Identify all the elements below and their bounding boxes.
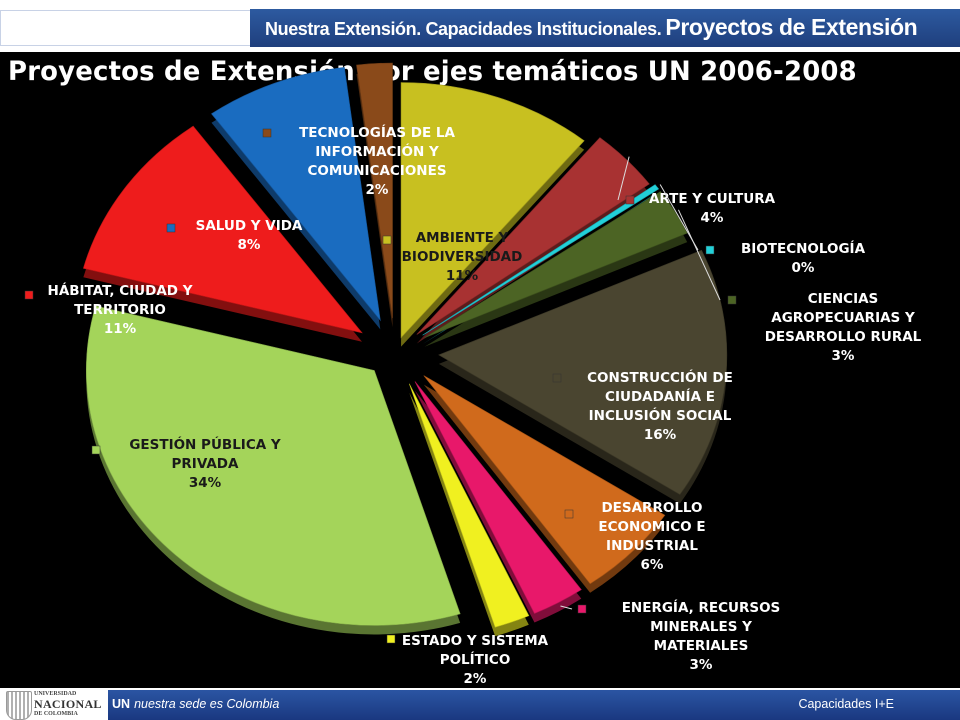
pie-chart: AMBIENTE Y BIODIVERSIDAD 11% ARTE Y CULTURA… <box>24 62 922 687</box>
slice-label: POLÍTICO <box>440 651 511 668</box>
slice-value-label: 3% <box>690 657 713 673</box>
pie-slice <box>424 191 688 339</box>
slice-label: INCLUSIÓN SOCIAL <box>589 406 732 424</box>
slice-label: TERRITORIO <box>74 302 166 318</box>
slice-label: AMBIENTE Y <box>416 230 509 246</box>
slice-value-label: 4% <box>701 210 724 226</box>
pie-slice <box>400 82 585 339</box>
pie-slice <box>356 62 393 319</box>
slice-label: ECONOMICO E <box>598 519 705 535</box>
slice-label: CIUDADANÍA E <box>605 388 715 405</box>
slice-value-label: 6% <box>641 557 664 573</box>
pie-labels: AMBIENTE Y BIODIVERSIDAD 11% ARTE Y CULTURA… <box>24 124 922 687</box>
pie-slice <box>416 137 650 335</box>
legend-marker <box>625 195 635 205</box>
slide-header: Nuestra Extensión. Capacidades Instituci… <box>0 0 960 52</box>
leader-line <box>617 156 630 201</box>
slice-value-label: 0% <box>792 260 815 276</box>
pie-slice <box>82 125 363 334</box>
legend-marker <box>166 223 176 233</box>
pie-slice <box>438 249 728 495</box>
logo-line-3: DE COLOMBIA <box>34 711 78 717</box>
logo-line-1: UNIVERSIDAD <box>34 691 77 697</box>
footer-bar <box>108 690 960 720</box>
legend-marker <box>727 295 737 305</box>
slice-label: CIENCIAS <box>808 291 879 307</box>
slice-label: AGROPECUARIAS Y <box>771 310 915 326</box>
pie-slice <box>414 381 582 614</box>
slice-value-label: 11% <box>104 321 137 337</box>
pie-slice <box>422 184 660 336</box>
slice-label: CONSTRUCCIÓN DE <box>587 368 733 386</box>
legend-marker <box>577 604 587 614</box>
slice-label: ENERGÍA, RECURSOS <box>622 599 781 616</box>
slide-title-topic: Proyectos de Extensión <box>665 14 918 40</box>
slice-value-label: 2% <box>366 182 389 198</box>
slide-title: Nuestra Extensión. Capacidades Instituci… <box>265 14 918 41</box>
slice-label: ARTE Y CULTURA <box>649 191 776 207</box>
slice-label: MATERIALES <box>654 638 749 654</box>
pie-slice <box>86 305 461 626</box>
pie-slices <box>82 62 728 628</box>
slide-footer: UNIVERSIDAD NACIONAL DE COLOMBIA UN nuest… <box>0 688 960 720</box>
slice-label: GESTIÓN PÚBLICA Y <box>129 435 281 453</box>
slice-label: TECNOLOGÍAS DE LA <box>299 124 455 141</box>
slice-label: PRIVADA <box>172 456 239 472</box>
chart-panel: Proyectos de Extensión por ejes temático… <box>0 52 960 688</box>
legend-marker <box>24 290 34 300</box>
footer-tagline: UN nuestra sede es Colombia <box>112 697 279 711</box>
slice-label: BIOTECNOLOGÍA <box>741 240 866 257</box>
legend-marker <box>705 245 715 255</box>
pie-slice <box>409 383 530 628</box>
slice-label: DESARROLLO <box>601 500 702 516</box>
slice-value-label: 34% <box>189 475 222 491</box>
footer-brand: UN <box>112 697 131 711</box>
slice-value-label: 16% <box>644 427 677 443</box>
slice-label: ESTADO Y SISTEMA <box>402 633 549 649</box>
slice-label: BIODIVERSIDAD <box>402 249 523 265</box>
leader-line <box>560 605 573 610</box>
university-logo: UNIVERSIDAD NACIONAL DE COLOMBIA <box>0 690 106 720</box>
legend-marker <box>386 634 396 644</box>
crest-icon <box>6 691 32 720</box>
legend-marker <box>382 235 392 245</box>
legend-marker <box>552 373 562 383</box>
header-frame-line <box>0 10 250 46</box>
logo-line-2: NACIONAL <box>34 697 102 711</box>
slice-label: HÁBITAT, CIUDAD Y <box>48 282 193 299</box>
slice-label: COMUNICACIONES <box>307 163 446 179</box>
slice-value-label: 2% <box>464 671 487 687</box>
slice-label: MINERALES Y <box>650 619 752 635</box>
header-bar <box>250 9 960 47</box>
leader-line <box>677 209 721 301</box>
footer-section: Capacidades I+E <box>798 697 894 711</box>
legend-marker <box>262 128 272 138</box>
slice-value-label: 8% <box>238 237 261 253</box>
slice-label: INDUSTRIAL <box>606 538 698 554</box>
slice-label: DESARROLLO RURAL <box>765 329 922 345</box>
slice-value-label: 11% <box>446 268 479 284</box>
slice-value-label: 3% <box>832 348 855 364</box>
legend-marker <box>91 445 101 455</box>
pie-slice <box>423 375 666 585</box>
slice-label: SALUD Y VIDA <box>196 218 303 234</box>
pie-slice <box>211 67 381 322</box>
legend-marker <box>564 509 574 519</box>
footer-tagline-text: nuestra sede es Colombia <box>134 697 280 711</box>
slide-title-section: Nuestra Extensión. Capacidades Instituci… <box>265 19 662 39</box>
slice-label: INFORMACIÓN Y <box>315 142 439 160</box>
chart-title: Proyectos de Extensión por ejes temático… <box>8 56 857 87</box>
